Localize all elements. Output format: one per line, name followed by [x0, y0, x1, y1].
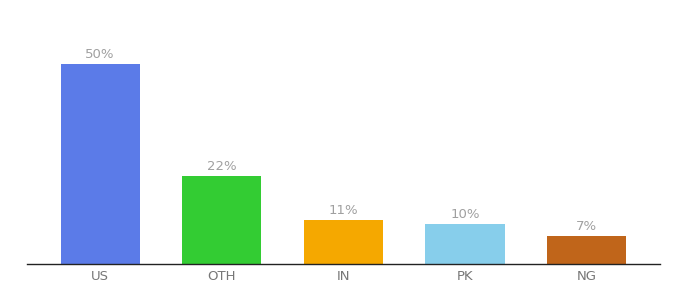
- Text: 7%: 7%: [576, 220, 597, 233]
- Bar: [61, 64, 139, 264]
- Bar: [426, 224, 505, 264]
- Text: 50%: 50%: [86, 48, 115, 61]
- Bar: [304, 220, 383, 264]
- Bar: [182, 176, 261, 264]
- Text: 10%: 10%: [450, 208, 480, 221]
- Text: 22%: 22%: [207, 160, 237, 173]
- Text: 11%: 11%: [328, 204, 358, 217]
- Bar: [547, 236, 626, 264]
